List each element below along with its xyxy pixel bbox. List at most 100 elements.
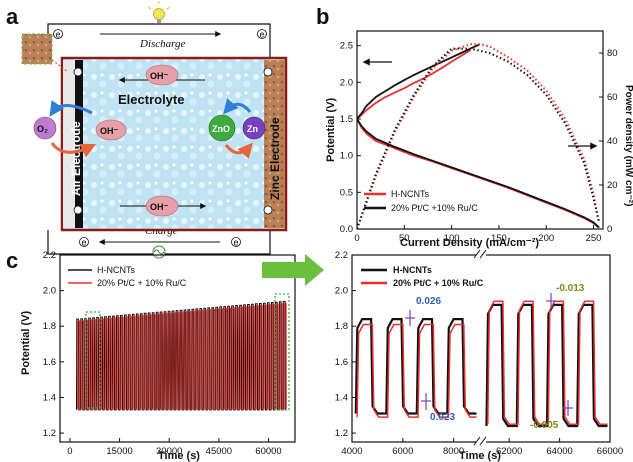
y-tick-label: 1.2 [43, 428, 56, 439]
x-tick-label: 6000 [392, 446, 413, 457]
ylabel-b: Potential (V) [325, 97, 337, 162]
x-tick-label: 66000 [597, 446, 623, 457]
electrolyte-label: Electrolyte [118, 92, 184, 107]
svg-text:e: e [234, 238, 239, 248]
x-tick-label: 64000 [546, 446, 572, 457]
x-tick-label: 250 [586, 233, 602, 244]
y-tick-label: 2.0 [335, 286, 348, 297]
air-electrode-label: Air Electrode [69, 121, 83, 196]
ylabel-c-left: Potential (V) [20, 310, 32, 375]
cycling-curve [354, 318, 477, 415]
annotation-value: 0.026 [416, 296, 441, 307]
x-tick-label: 50 [399, 233, 410, 244]
electron-marker [73, 67, 83, 77]
x-tick-label: 150 [491, 233, 507, 244]
y-tick-label: 1.6 [335, 357, 348, 368]
power-density-curve [357, 43, 600, 229]
catalyst-inset [21, 33, 69, 73]
y-tick-label: 1.8 [335, 321, 348, 332]
o2-bubble: O₂ [33, 116, 57, 140]
y-tick-label: 1.5 [340, 114, 353, 125]
svg-text:OH⁻: OH⁻ [150, 71, 169, 81]
panel-label-c: c [6, 248, 18, 273]
svg-text:e: e [56, 30, 61, 40]
legend-label: H-NCNTs [391, 189, 429, 199]
x-tick-label: 62000 [496, 446, 522, 457]
x-tick-label: 45000 [206, 446, 232, 457]
discharge-polarization-curve [357, 118, 600, 229]
x-tick-label: 0 [67, 446, 72, 457]
panel-c: c 0 15000 30000 45000 60000 1.2 1.4 1.6 1.8 2.0 2.… [6, 248, 623, 462]
axis-ticks-b: 0 50 100 150 200 250 0.0 0.5 1.0 1.5 2.0 2.5 0 20 40 60… [340, 41, 618, 244]
zno-bubble: ZnO [208, 114, 236, 142]
charge-polarization-curve [357, 49, 471, 120]
y-tick-label: 1.4 [335, 392, 348, 403]
legend-b: H-NCNTs 20% Pt/C +10% Ru/C [364, 189, 478, 213]
y-tick-label: 0.5 [340, 187, 353, 198]
svg-text:ZnO: ZnO [212, 124, 230, 134]
y2label-b: Power density (mW cm⁻²) [623, 85, 633, 206]
annotations-c-right: 0.026 0.023 -0.013 -0.005 [405, 283, 585, 431]
legend-label: 20% Pt/C +10% Ru/C [391, 203, 478, 213]
plot-frame-b [356, 30, 604, 230]
gas-diffusion-layer [63, 60, 75, 228]
y2-tick-label: 80 [607, 48, 618, 59]
x-tick-label: 8000 [443, 446, 464, 457]
cycling-curve [487, 300, 608, 425]
highlight-box-start [85, 311, 101, 409]
y2-tick-label: 20 [607, 180, 618, 191]
y2-tick-label: 40 [607, 136, 618, 147]
chart-lines-c-left [76, 301, 287, 411]
axis-ticks-c-right: 1.2 1.4 1.6 1.8 2.0 2.2 4000 6000 8000 62000 64000… [335, 250, 623, 457]
y-tick-label: 1.8 [43, 321, 56, 332]
highlight-box-end [274, 293, 290, 411]
plot-frame-c-left [59, 254, 296, 443]
y-tick-label: 1.0 [340, 151, 353, 162]
annotation-value: 0.023 [430, 412, 455, 423]
y-tick-label: 2.0 [43, 286, 56, 297]
legend-c-right: H-NCNTs 20% Pt/C + 10% Ru/C [361, 265, 484, 288]
discharge-label: Discharge [139, 38, 186, 50]
zinc-electrode [264, 60, 285, 228]
x-tick-label: 15000 [106, 446, 132, 457]
y-tick-label: 1.4 [43, 392, 56, 403]
x-tick-label: 60000 [255, 446, 281, 457]
y2-tick-label: 60 [607, 92, 618, 103]
power-source-icon [152, 245, 166, 259]
xlabel-b: Current Density (mA/cm⁻²) [400, 237, 539, 249]
reduction-arrow [49, 100, 93, 117]
y-tick-label: 2.5 [340, 41, 353, 52]
catalyst-layer [75, 60, 83, 228]
svg-text:OH⁻: OH⁻ [100, 126, 119, 136]
legend-label: H-NCNTs [97, 265, 135, 275]
chart-lines-b [357, 43, 601, 229]
y-tick-label: 0.0 [340, 224, 353, 235]
lightbulb-icon [147, 1, 171, 23]
y2-tick-label: 0 [607, 224, 612, 235]
annotation-value: -0.005 [530, 420, 559, 431]
legend-label: H-NCNTs [393, 265, 432, 275]
oh-bubble-top: OH⁻ [145, 64, 179, 86]
charge-polarization-curve [357, 43, 481, 120]
panel-label-a: a [6, 4, 19, 29]
oh-bubble-mid: OH⁻ [95, 119, 127, 141]
electron-marker [263, 67, 273, 77]
zoom-arrow-icon [262, 254, 324, 286]
electron-marker [263, 205, 273, 215]
x-tick-label: 0 [354, 233, 359, 244]
x-tick-label: 100 [444, 233, 460, 244]
panel-b: b 0 50 100 150 200 250 0.0 0.5 1.0 1.5 2.0 2.5 0 20 40… [316, 4, 633, 249]
axis-ticks-c-left: 0 15000 30000 45000 60000 1.2 1.4 1.6 1.8 2.0 2.2 [43, 250, 282, 457]
annotation-value: -0.013 [556, 283, 585, 294]
svg-text:e: e [260, 30, 265, 40]
zn-bubble: Zn [242, 116, 266, 140]
axis-break [473, 249, 487, 447]
cycling-curve [77, 302, 287, 410]
electron-markers: e e e e [53, 29, 267, 248]
legend-label: 20% Pt/C + 10% Ru/C [97, 278, 187, 288]
zinc-electrode-label: Zinc Electrode [268, 117, 282, 200]
panel-a: a Discharge Charge e e [6, 1, 288, 259]
electron-marker [73, 205, 83, 215]
legend-c-left: H-NCNTs 20% Pt/C + 10% Ru/C [68, 265, 187, 288]
